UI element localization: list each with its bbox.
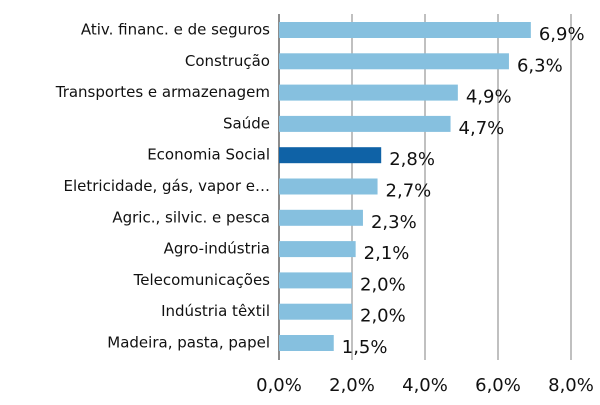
- category-label: Transportes e armazenagem: [55, 83, 270, 101]
- bar: [279, 84, 458, 101]
- bar: [279, 22, 531, 38]
- category-label: Saúde: [223, 114, 270, 132]
- x-tick-label: 2,0%: [329, 375, 375, 396]
- bar: [279, 241, 356, 258]
- bar: [279, 272, 352, 289]
- category-label: Telecomunicações: [133, 271, 271, 289]
- bar: [279, 335, 334, 351]
- category-label: Agric., silvic. e pesca: [112, 208, 270, 226]
- x-tick-label: 0,0%: [256, 375, 302, 396]
- bar: [279, 209, 363, 226]
- value-label: 2,3%: [371, 212, 417, 233]
- bar: [279, 147, 382, 164]
- value-label: 4,9%: [466, 87, 512, 108]
- x-tick-label: 8,0%: [548, 375, 594, 396]
- bar: [279, 303, 352, 320]
- value-label: 2,0%: [360, 306, 406, 327]
- value-label: 2,1%: [364, 243, 410, 264]
- category-label: Madeira, pasta, papel: [107, 334, 270, 352]
- category-label: Economia Social: [147, 146, 270, 164]
- value-label: 2,0%: [360, 274, 406, 295]
- value-label: 4,7%: [459, 118, 505, 139]
- value-label: 6,9%: [539, 24, 585, 45]
- value-label: 2,7%: [386, 181, 432, 202]
- category-label: Ativ. financ. e de seguros: [81, 21, 270, 39]
- x-tick-label: 6,0%: [475, 375, 521, 396]
- bar: [279, 178, 378, 195]
- category-label: Agro-indústria: [164, 240, 270, 258]
- category-label: Indústria têxtil: [161, 302, 270, 320]
- value-label: 6,3%: [517, 55, 563, 76]
- value-label: 1,5%: [342, 337, 388, 358]
- category-label: Eletricidade, gás, vapor e…: [64, 177, 271, 195]
- x-tick-label: 4,0%: [402, 375, 448, 396]
- value-label: 2,8%: [389, 149, 435, 170]
- category-label: Construção: [185, 52, 270, 70]
- bar: [279, 53, 509, 70]
- bar: [279, 115, 451, 132]
